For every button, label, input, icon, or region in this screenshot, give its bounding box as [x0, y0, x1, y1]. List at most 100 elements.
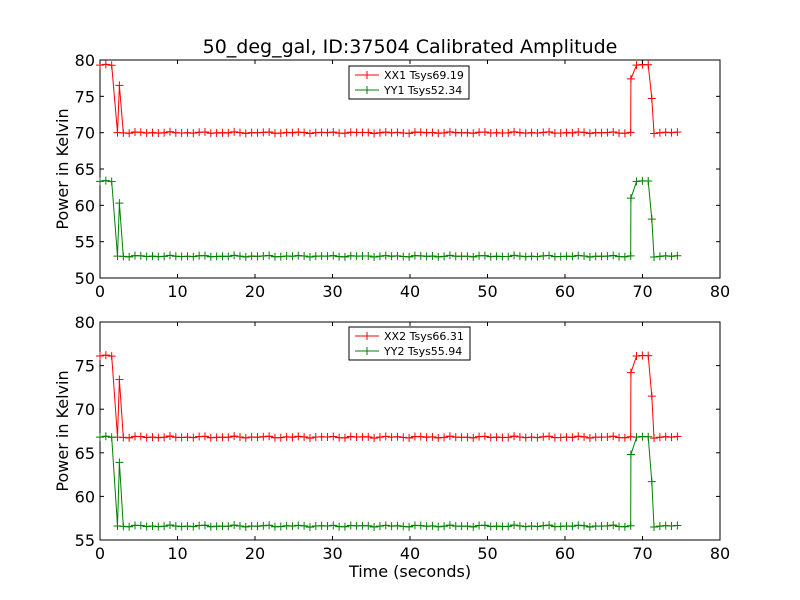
data-point-marker: [405, 522, 414, 531]
data-point-marker: [399, 522, 408, 531]
data-point-marker: [504, 433, 513, 442]
data-point-marker: [375, 433, 384, 442]
data-point-marker: [288, 128, 297, 137]
data-point-marker: [667, 433, 676, 442]
data-point-marker: [644, 351, 653, 360]
data-point-marker: [644, 177, 653, 186]
data-point-marker: [609, 521, 618, 530]
data-point-marker: [288, 433, 297, 442]
data-point-marker: [160, 252, 169, 261]
data-point-marker: [189, 129, 198, 138]
data-point-marker: [224, 252, 233, 261]
data-point-marker: [504, 522, 513, 531]
x-tick-label: 60: [555, 544, 575, 563]
data-point-marker: [521, 433, 530, 442]
data-point-marker: [96, 177, 104, 186]
data-point-marker: [364, 251, 373, 260]
legend-label: XX2 Tsys66.31: [384, 330, 464, 343]
data-point-marker: [364, 432, 373, 441]
data-point-marker: [230, 127, 239, 136]
data-point-marker: [300, 252, 309, 261]
data-point-marker: [165, 251, 174, 260]
data-point-marker: [381, 128, 390, 137]
data-point-marker: [445, 521, 454, 530]
data-point-marker: [288, 252, 297, 261]
data-point-marker: [224, 128, 233, 137]
data-point-marker: [405, 129, 414, 138]
x-tick-label: 0: [95, 282, 105, 301]
data-point-marker: [107, 177, 116, 186]
data-point-marker: [644, 432, 653, 441]
x-tick-label: 20: [245, 544, 265, 563]
data-point-marker: [440, 522, 449, 531]
data-point-marker: [300, 128, 309, 137]
data-point-marker: [609, 251, 618, 260]
data-point-marker: [305, 434, 314, 443]
data-point-marker: [200, 432, 209, 441]
x-axis-label: Time (seconds): [348, 562, 471, 581]
x-tick-label: 40: [400, 544, 420, 563]
data-point-marker: [323, 433, 332, 442]
y-tick-label: 65: [75, 160, 95, 179]
data-point-marker: [568, 522, 577, 531]
data-point-marker: [580, 251, 589, 260]
data-point-marker: [647, 94, 656, 103]
legend-label: YY1 Tsys52.34: [383, 84, 462, 97]
data-point-marker: [469, 433, 478, 442]
data-point-marker: [603, 432, 612, 441]
data-point-marker: [545, 432, 554, 441]
y-axis-label: Power in Kelvin: [53, 370, 72, 491]
data-point-marker: [305, 523, 314, 532]
data-point-marker: [276, 433, 285, 442]
data-point-marker: [370, 129, 379, 138]
series-markers-xx2: [96, 351, 682, 443]
bottom-subplot: 0 10 20 30 40 50 60 70 80 55 60 65 70 75 80 Power in Ke…: [53, 313, 730, 563]
data-point-marker: [620, 522, 629, 531]
y-tick-label: 75: [75, 87, 95, 106]
legend: XX1 Tsys69.19 YY1 Tsys52.34: [348, 65, 470, 100]
data-point-marker: [393, 432, 402, 441]
x-tick-label: 0: [95, 544, 105, 563]
data-point-marker: [416, 432, 425, 441]
data-point-marker: [626, 74, 635, 83]
data-point-marker: [200, 251, 209, 260]
data-point-marker: [125, 252, 134, 261]
legend-marker: [363, 332, 371, 340]
data-point-marker: [224, 433, 233, 442]
data-point-marker: [101, 351, 110, 360]
data-point-marker: [673, 432, 682, 441]
x-tick-label: 80: [710, 282, 730, 301]
data-point-marker: [259, 432, 268, 441]
data-point-marker: [533, 522, 542, 531]
legend-box: [348, 326, 471, 361]
data-point-marker: [673, 128, 682, 137]
x-tick-label: 10: [167, 544, 187, 563]
data-point-marker: [647, 477, 656, 486]
data-point-marker: [305, 253, 314, 262]
data-point-marker: [165, 521, 174, 530]
y-tick-label: 70: [75, 124, 95, 143]
series-markers-yy1: [96, 176, 682, 262]
data-point-marker: [370, 253, 379, 262]
data-point-marker: [265, 432, 274, 441]
x-tick-label: 50: [477, 544, 497, 563]
data-point-marker: [189, 252, 198, 261]
data-point-marker: [329, 128, 338, 137]
data-point-marker: [469, 522, 478, 531]
data-point-marker: [235, 522, 244, 531]
data-point-marker: [539, 432, 548, 441]
data-point-marker: [580, 432, 589, 441]
data-point-marker: [189, 522, 198, 531]
data-point-marker: [504, 252, 513, 261]
data-point-marker: [265, 127, 274, 136]
data-point-marker: [375, 252, 384, 261]
data-point-marker: [393, 251, 402, 260]
data-point-marker: [515, 128, 524, 137]
data-point-marker: [136, 128, 145, 137]
data-point-marker: [375, 128, 384, 137]
data-point-marker: [585, 522, 594, 531]
data-point-marker: [370, 434, 379, 443]
data-point-marker: [189, 433, 198, 442]
data-point-marker: [165, 127, 174, 136]
